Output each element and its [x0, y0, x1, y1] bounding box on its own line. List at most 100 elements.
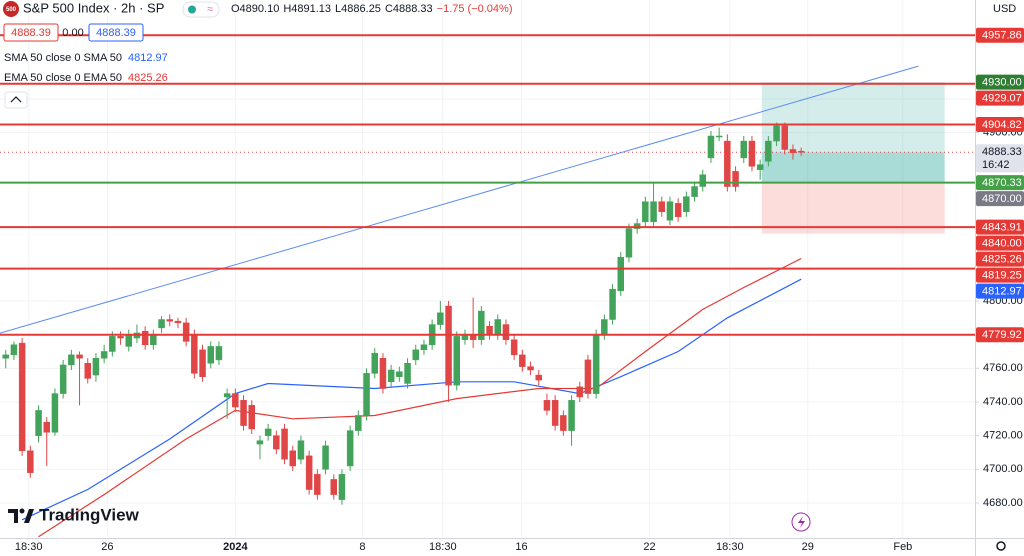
candle-body — [191, 334, 198, 374]
candle-body — [789, 149, 797, 154]
candle-body — [617, 256, 625, 292]
price-badge-label: 4840.00 — [982, 237, 1022, 249]
logo-mark — [8, 509, 18, 523]
price-badge-label: 4779.92 — [982, 329, 1022, 341]
candle-body — [437, 312, 444, 325]
candle-body — [100, 351, 108, 359]
status-dot — [188, 5, 196, 14]
ohlc-value: L4886.25 — [335, 3, 381, 15]
candle-body — [338, 474, 346, 500]
candle-body — [601, 319, 608, 335]
candle-body — [297, 440, 305, 460]
candle-body — [478, 310, 485, 340]
collapse-icon — [10, 96, 22, 103]
settings-button[interactable] — [996, 541, 1006, 551]
candle-body — [510, 339, 518, 356]
indicator-label: SMA 50 close 0 SMA 50 — [4, 52, 122, 64]
candle-body — [10, 344, 18, 356]
x-tick-label: 18:30 — [716, 541, 744, 553]
price-badge-label: 4825.26 — [982, 253, 1022, 265]
candle-body — [355, 415, 362, 431]
price-badge — [976, 90, 1024, 106]
brand-name: TradingView — [39, 505, 140, 524]
candle-body — [543, 400, 551, 411]
price-badge — [976, 251, 1024, 267]
candle-body — [420, 344, 428, 351]
candle-body — [264, 428, 272, 436]
candle-body — [658, 201, 666, 213]
candle-body — [568, 400, 575, 431]
candle-body — [182, 322, 190, 342]
y-tick-label: 4720.00 — [983, 430, 1023, 442]
x-tick-label: 18:30 — [429, 541, 457, 553]
candle-body — [76, 354, 83, 359]
indicator-label: EMA 50 close 0 EMA 50 — [4, 72, 122, 84]
candle-body — [232, 393, 239, 408]
currency-label: USD — [993, 3, 1016, 15]
candle-body — [141, 331, 149, 346]
y-tick-label: 4760.00 — [983, 362, 1023, 374]
ohlc-value: −1.75 (−0.04%) — [437, 3, 513, 15]
candle-body — [650, 201, 657, 223]
logo-mark — [19, 508, 25, 514]
candle-body — [609, 288, 616, 320]
candle-body — [330, 479, 337, 495]
candle-body — [207, 346, 214, 364]
candle-body — [625, 228, 633, 258]
price-badge — [976, 219, 1024, 235]
candle-body — [560, 415, 567, 431]
price-badge — [976, 327, 1024, 343]
candle-body — [256, 440, 264, 445]
candle-body — [199, 349, 206, 377]
candle-body — [519, 354, 526, 367]
x-tick-label: 26 — [101, 541, 113, 553]
quote-box[interactable] — [88, 23, 144, 42]
candle-body — [117, 336, 124, 339]
ohlc-value: O4890.10 — [231, 3, 279, 15]
candle-body — [486, 325, 493, 335]
candle-body — [576, 386, 584, 398]
x-tick-label: 16 — [515, 541, 527, 553]
candle-body — [445, 305, 452, 386]
trendline — [0, 65, 919, 334]
candle-body — [314, 474, 321, 495]
candle-body — [273, 435, 280, 450]
candle-body — [322, 445, 329, 470]
candle-body — [281, 428, 288, 460]
indicator-legend: SMA 50 close 0 SMA 50 4812.97 EMA 50 close… — [4, 52, 168, 84]
price-badge-label: 4819.25 — [982, 269, 1022, 281]
x-tick-label: 18:30 — [15, 541, 43, 553]
candle-body — [371, 352, 378, 374]
plot-area — [0, 0, 975, 538]
collapse-button[interactable] — [4, 91, 28, 109]
position-stop-zone — [761, 183, 945, 234]
candle-body — [724, 140, 731, 187]
candle-body — [240, 400, 247, 426]
brand-logo: TradingView — [8, 505, 140, 524]
ma-line — [21, 278, 802, 521]
quote-bid: 4888.39 — [11, 27, 51, 39]
candle-body — [51, 393, 59, 433]
candle-body — [68, 354, 75, 366]
overlay: 500 S&P 500 Index · 2h · SP ≈ O4890.10 H4… — [3, 0, 1016, 551]
candle-body — [642, 201, 649, 223]
candle-body — [773, 125, 780, 142]
indicator-value: 4812.97 — [128, 52, 168, 64]
candle-body — [174, 320, 182, 324]
ohlc-value: H4891.13 — [283, 3, 331, 15]
candle-body — [363, 373, 370, 416]
candle-body — [453, 336, 460, 386]
candle-body — [305, 455, 313, 490]
candle-body — [691, 186, 698, 197]
candle-body — [215, 346, 223, 361]
x-tick-label: 2024 — [223, 541, 248, 553]
candle-body — [387, 369, 395, 383]
price-badge — [976, 267, 1024, 283]
candle-body — [584, 359, 592, 394]
price-badge-label: 4888.33 — [982, 146, 1022, 158]
quote-box[interactable] — [3, 23, 59, 42]
price-badge-label: 4929.07 — [982, 93, 1022, 105]
candle-body — [715, 135, 723, 138]
price-badge — [976, 144, 1024, 173]
candle-body — [84, 363, 91, 379]
